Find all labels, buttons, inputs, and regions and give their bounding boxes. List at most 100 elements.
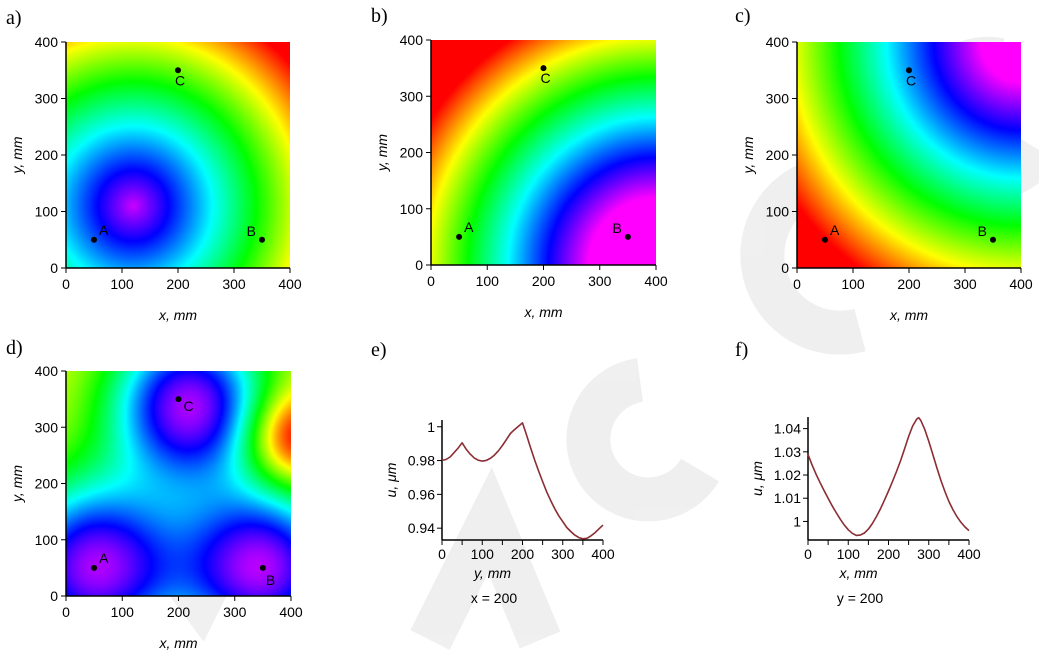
panel-f-note: y = 200: [837, 590, 884, 606]
panel-d-heatmap: [66, 371, 291, 596]
panel-e-x-label: y, mm: [473, 565, 511, 581]
panel-b-x-label: x, mm: [523, 304, 562, 320]
panel-d-y-tick-label: 100: [35, 532, 59, 548]
panel-d-x-tick-label: 300: [223, 604, 247, 620]
panel-b-x-tick-label: 300: [588, 273, 612, 289]
panel-b-point-A: [456, 233, 463, 240]
panel-f-y-tick-label: 1: [793, 513, 801, 529]
watermark-stroke-2: [410, 467, 561, 650]
panel-c-point-label-C: C: [906, 72, 916, 88]
panel-d-x-tick-label: 400: [279, 604, 303, 620]
panel-d-x-label: x, mm: [158, 635, 197, 651]
panel-b-y-tick-label: 0: [415, 257, 423, 273]
panel-b-x-tick-label: 200: [532, 273, 556, 289]
watermark-stroke-4: [740, 158, 866, 355]
panel-c-y-tick-label: 100: [766, 204, 790, 220]
panel-b-x-tick-label: 0: [427, 273, 435, 289]
panel-e-x-tick-label: 400: [591, 546, 615, 562]
panel-b-x-tick-label: 400: [644, 273, 668, 289]
panel-b-y-tick-label: 100: [400, 201, 424, 217]
panel-c-point-A: [822, 236, 828, 243]
panel-e-x-tick-label: 200: [511, 546, 535, 562]
panel-f-label: f): [735, 339, 748, 361]
panel-c-point-label-B: B: [978, 223, 987, 239]
panel-e-label: e): [371, 339, 387, 361]
panel-e-y-tick-label: 1: [427, 419, 435, 435]
panel-f-x-tick-label: 200: [877, 546, 901, 562]
panel-f-x-tick-label: 300: [917, 546, 941, 562]
panel-d-x-tick-label: 0: [62, 604, 70, 620]
panel-a-y-tick-label: 0: [50, 260, 58, 276]
panel-b-y-label: y, mm: [374, 134, 390, 172]
panel-e-y-label: u, μm: [383, 462, 399, 497]
panel-d-y-tick-label: 0: [50, 588, 58, 604]
panel-a-x-tick-label: 100: [110, 276, 134, 292]
panel-a-point-B: [259, 236, 265, 243]
panel-f-y-label: u, μm: [749, 461, 765, 496]
panel-e-x-tick-label: 300: [551, 546, 575, 562]
panel-f-y-tick-label: 1.02: [774, 467, 801, 483]
panel-d-point-label-C: C: [184, 398, 194, 414]
panel-c-y-label: y, mm: [740, 136, 756, 174]
panel-b-x-tick-label: 100: [476, 273, 500, 289]
panel-c-point-B: [990, 236, 996, 243]
panel-b-point-B: [624, 233, 631, 240]
panel-c-y-tick-label: 200: [766, 147, 790, 163]
panel-d-point-B: [259, 564, 266, 571]
panel-b-y-tick-label: 200: [400, 145, 424, 161]
panel-e-note: x = 200: [471, 590, 518, 606]
panel-f: f) 0 100 200 300 400 1 1.01 1.02 1.03 1.04 x, mm u, …: [735, 339, 981, 606]
panel-b-point-label-B: B: [613, 220, 622, 236]
panel-b-y-tick-label: 400: [400, 32, 424, 48]
panel-e-y-tick-label: 0.94: [408, 520, 435, 536]
panel-c-x-tick-label: 300: [953, 276, 977, 292]
panel-c-x-tick-label: 400: [1009, 276, 1033, 292]
panel-d-point-label-A: A: [99, 550, 109, 566]
panel-e-y-tick-label: 0.96: [408, 486, 435, 502]
panel-a-y-tick-label: 300: [35, 91, 59, 107]
panel-a-x-tick-label: 400: [278, 276, 302, 292]
panel-f-x-label: x, mm: [838, 565, 877, 581]
panel-f-y-tick-label: 1.03: [774, 444, 801, 460]
panel-e: e) 0 100 200 300 400 0.94 0.96 0.98 1 y, mm u, μm x …: [371, 339, 615, 606]
panel-a-x-label: x, mm: [158, 307, 197, 323]
panel-a: a) 0 100 200 300 400 0 100 200 300 400 x, mm y, mm A B…: [6, 7, 302, 323]
panel-a-point-label-C: C: [175, 72, 185, 88]
panel-a-x-tick-label: 200: [166, 276, 190, 292]
panel-d-y-label: y, mm: [9, 465, 25, 503]
panel-a-y-label: y, mm: [9, 136, 25, 174]
panel-a-point-label-B: B: [247, 223, 256, 239]
panel-b-point-label-A: A: [464, 219, 474, 235]
panel-a-point-A: [91, 236, 97, 243]
panel-f-series-line: [807, 416, 970, 537]
panel-b: b) 0 100 200 300 400 0 100 200 300 400 x, mm y, mm A B…: [371, 5, 668, 320]
panel-a-y-tick-label: 400: [35, 34, 59, 50]
panel-c-x-tick-label: 100: [841, 276, 865, 292]
panel-c-y-tick-label: 0: [781, 260, 789, 276]
panel-c-point-label-A: A: [830, 222, 840, 238]
panel-b-label: b): [371, 5, 388, 27]
panel-b-heatmap: [431, 40, 656, 265]
panel-f-y-tick-label: 1.04: [774, 421, 801, 437]
watermark-stroke-3: [566, 358, 719, 522]
panel-e-x-tick-label: 0: [438, 546, 446, 562]
panel-b-y-tick-label: 300: [400, 88, 424, 104]
panel-d-point-label-B: B: [266, 572, 275, 588]
panel-c-x-tick-label: 0: [793, 276, 801, 292]
panel-f-y-tick-label: 1.01: [774, 490, 801, 506]
panel-c: c) 0 100 200 300 400 0 100 200 300 400 x, mm y, mm A B…: [735, 5, 1033, 323]
panel-b-point-C: [540, 65, 547, 72]
panel-c-x-label: x, mm: [889, 307, 928, 323]
panel-a-label: a): [6, 7, 22, 29]
panel-d-point-C: [175, 396, 182, 403]
panel-a-y-tick-label: 100: [35, 204, 59, 220]
panel-f-x-tick-label: 400: [957, 546, 981, 562]
panel-c-x-tick-label: 200: [897, 276, 921, 292]
panel-d-y-tick-label: 200: [35, 476, 59, 492]
panel-d-label: d): [6, 337, 23, 359]
panel-e-x-tick-label: 100: [471, 546, 495, 562]
panel-d-x-tick-label: 100: [111, 604, 135, 620]
panel-d-y-tick-label: 300: [35, 419, 59, 435]
panel-a-point-label-A: A: [99, 222, 109, 238]
